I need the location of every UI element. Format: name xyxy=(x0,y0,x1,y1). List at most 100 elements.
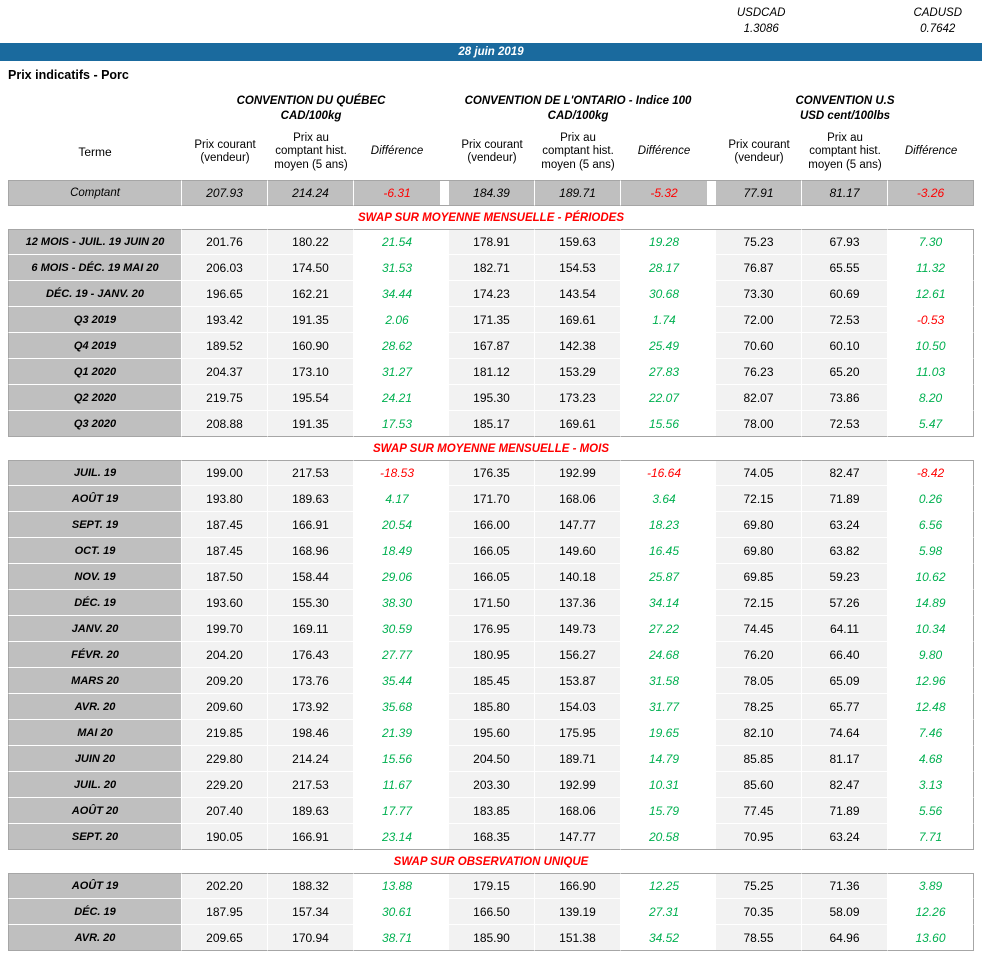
difference-value: 7.71 xyxy=(888,824,975,851)
row-label: Q3 2019 xyxy=(8,307,182,334)
price-value: 219.75 xyxy=(182,385,268,412)
price-value: 166.91 xyxy=(268,824,354,851)
difference-value: 38.30 xyxy=(354,590,441,617)
group-gap xyxy=(440,107,450,125)
row-label: FÉVR. 20 xyxy=(8,642,182,669)
price-value: 209.20 xyxy=(182,668,268,695)
price-value: 169.61 xyxy=(535,307,622,334)
price-value: 65.20 xyxy=(802,359,889,386)
difference-value: 5.47 xyxy=(888,411,975,438)
table-row: Q3 2019 193.42 191.35 2.06 171.35 169.61 1.74 7… xyxy=(8,307,975,334)
group-gap xyxy=(707,694,717,721)
price-value: 82.10 xyxy=(716,720,803,747)
table-row: SEPT. 19 187.45 166.91 20.54 166.00 147.77 18.… xyxy=(8,512,975,539)
spacer-cell xyxy=(8,107,182,125)
difference-value: 28.17 xyxy=(621,255,708,282)
price-value: 65.55 xyxy=(802,255,889,282)
price-value: 154.53 xyxy=(535,255,622,282)
price-value: 65.77 xyxy=(802,694,889,721)
price-value: 147.77 xyxy=(535,824,622,851)
fx-rates: USDCAD 1.3086 CADUSD 0.7642 xyxy=(0,0,982,41)
price-value: 69.80 xyxy=(716,512,803,539)
price-value: 85.60 xyxy=(716,772,803,799)
group-gap xyxy=(440,668,450,695)
section-title-row: SWAP SUR MOYENNE MENSUELLE - PÉRIODES xyxy=(8,206,975,230)
row-label: JUIL. 20 xyxy=(8,772,182,799)
price-value: 147.77 xyxy=(535,512,622,539)
price-value: 76.20 xyxy=(716,642,803,669)
difference-value: 2.06 xyxy=(354,307,441,334)
difference-value: 24.68 xyxy=(621,642,708,669)
price-value: 65.09 xyxy=(802,668,889,695)
usdcad-rate: USDCAD 1.3086 xyxy=(737,6,786,37)
price-value: 166.90 xyxy=(535,873,622,900)
usdcad-label: USDCAD xyxy=(736,7,786,19)
unit-quebec: CAD/100kg xyxy=(182,107,441,125)
difference-value: 31.58 xyxy=(621,668,708,695)
price-value: 170.94 xyxy=(268,925,354,952)
difference-value: 11.03 xyxy=(888,359,975,386)
price-value: 82.47 xyxy=(802,460,889,487)
price-value: 189.71 xyxy=(535,746,622,773)
price-value: 166.91 xyxy=(268,512,354,539)
difference-value: 3.64 xyxy=(621,486,708,513)
price-value: 71.36 xyxy=(802,873,889,900)
table-row: JUIL. 20 229.20 217.53 11.67 203.30 192.99 10.… xyxy=(8,772,975,799)
price-value: 73.86 xyxy=(802,385,889,412)
price-value: 173.23 xyxy=(535,385,622,412)
price-value: 149.73 xyxy=(535,616,622,643)
difference-value: 12.61 xyxy=(888,281,975,308)
difference-value: 30.61 xyxy=(354,899,441,926)
table-row: JUIL. 19 199.00 217.53 -18.53 176.35 192.99 -1… xyxy=(8,460,975,487)
price-value: 74.45 xyxy=(716,616,803,643)
table-row: DÉC. 19 - JANV. 20 196.65 162.21 34.44 174.2… xyxy=(8,281,975,308)
price-value: 185.90 xyxy=(449,925,536,952)
price-value: 173.92 xyxy=(268,694,354,721)
difference-value: 20.58 xyxy=(621,824,708,851)
spacer-cell xyxy=(8,87,182,108)
difference-value: 18.49 xyxy=(354,538,441,565)
row-label: SEPT. 20 xyxy=(8,824,182,851)
group-gap xyxy=(707,824,717,851)
price-value: 217.53 xyxy=(268,460,354,487)
table-row: Q4 2019 189.52 160.90 28.62 167.87 142.38 25.4… xyxy=(8,333,975,360)
group-gap xyxy=(440,486,450,513)
difference-value: -6.31 xyxy=(354,180,441,207)
price-value: 199.70 xyxy=(182,616,268,643)
price-value: 203.30 xyxy=(449,772,536,799)
price-value: 82.07 xyxy=(716,385,803,412)
price-value: 187.45 xyxy=(182,512,268,539)
group-gap xyxy=(440,642,450,669)
price-value: 199.00 xyxy=(182,460,268,487)
price-value: 142.38 xyxy=(535,333,622,360)
price-value: 166.05 xyxy=(449,564,536,591)
difference-value: 31.27 xyxy=(354,359,441,386)
price-value: 208.88 xyxy=(182,411,268,438)
cadusd-rate: CADUSD 0.7642 xyxy=(913,6,962,37)
difference-value: 15.56 xyxy=(621,411,708,438)
difference-value: 17.77 xyxy=(354,798,441,825)
price-value: 63.24 xyxy=(802,824,889,851)
price-value: 71.89 xyxy=(802,798,889,825)
group-gap xyxy=(440,616,450,643)
difference-value: 19.28 xyxy=(621,229,708,256)
difference-value: 24.21 xyxy=(354,385,441,412)
group-gap xyxy=(440,411,450,438)
difference-value: 0.26 xyxy=(888,486,975,513)
difference-value: 27.77 xyxy=(354,642,441,669)
price-value: 171.35 xyxy=(449,307,536,334)
difference-value: 10.31 xyxy=(621,772,708,799)
price-value: 156.27 xyxy=(535,642,622,669)
price-value: 229.20 xyxy=(182,772,268,799)
difference-value: 31.77 xyxy=(621,694,708,721)
price-value: 202.20 xyxy=(182,873,268,900)
group-gap xyxy=(440,359,450,386)
table-row: 6 MOIS - DÉC. 19 MAI 20 206.03 174.50 31.53… xyxy=(8,255,975,282)
price-value: 149.60 xyxy=(535,538,622,565)
price-value: 143.54 xyxy=(535,281,622,308)
price-value: 162.21 xyxy=(268,281,354,308)
price-value: 73.30 xyxy=(716,281,803,308)
price-value: 176.95 xyxy=(449,616,536,643)
row-label: AVR. 20 xyxy=(8,925,182,952)
price-value: 166.00 xyxy=(449,512,536,539)
